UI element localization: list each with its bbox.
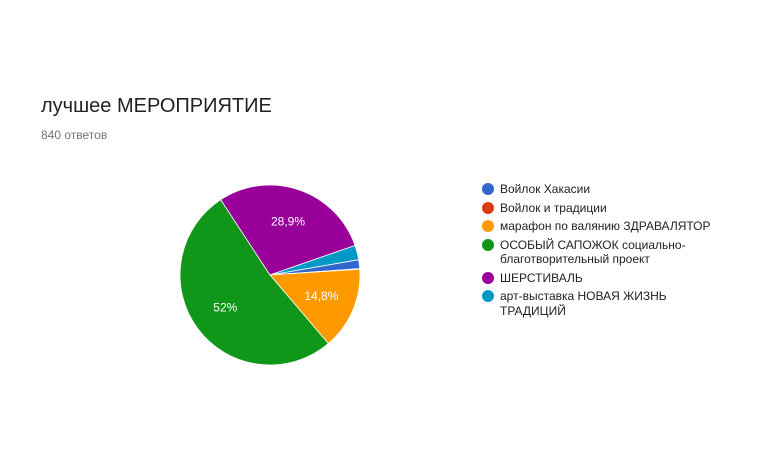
legend-swatch [482, 290, 494, 302]
legend-item: арт-выставка НОВАЯ ЖИЗНЬ ТРАДИЦИЙ [482, 289, 712, 318]
response-count: 840 ответов [41, 128, 108, 142]
legend-item: ОСОБЫЙ САПОЖОК социально-благотворительн… [482, 238, 712, 267]
slice-label: 52% [213, 301, 237, 315]
legend-label: ОСОБЫЙ САПОЖОК социально-благотворительн… [500, 237, 686, 267]
pie-slice-labels: 14,8% 52% 28,9% [213, 214, 338, 314]
slice-label: 14,8% [304, 289, 338, 303]
legend-item: Войлок Хакасии [482, 182, 712, 197]
legend-swatch [482, 201, 494, 214]
legend-item: Войлок и традиции [482, 201, 712, 216]
pie-slice[interactable] [269, 268, 361, 345]
pie-slice[interactable] [269, 244, 360, 276]
legend-label: арт-выставка НОВАЯ ЖИЗНЬ ТРАДИЦИЙ [500, 289, 667, 318]
legend-swatch [482, 183, 494, 195]
pie-slices [179, 184, 361, 366]
chart-legend: Войлок Хакасии Войлок и традиции марафон п… [482, 182, 712, 322]
legend-item: марафон по валянию ЗДРАВАЛЯТОР [482, 219, 712, 234]
legend-label: Войлок Хакасии [500, 182, 591, 196]
pie-chart: 14,8% 52% 28,9% [179, 184, 361, 366]
legend-item: ШЕРСТИВАЛЬ [482, 271, 712, 286]
chart-title: лучшее МЕРОПРИЯТИЕ [41, 95, 272, 117]
legend-label: марафон по валянию ЗДРАВАЛЯТОР [500, 219, 711, 233]
legend-swatch [482, 271, 494, 284]
legend-label: Войлок и традиции [500, 200, 607, 215]
slice-label: 28,9% [271, 214, 305, 228]
legend-label: ШЕРСТИВАЛЬ [500, 270, 583, 285]
legend-swatch [482, 220, 494, 232]
pie-slice[interactable] [220, 184, 356, 276]
legend-swatch [482, 238, 494, 251]
pie-slice[interactable] [179, 199, 329, 366]
